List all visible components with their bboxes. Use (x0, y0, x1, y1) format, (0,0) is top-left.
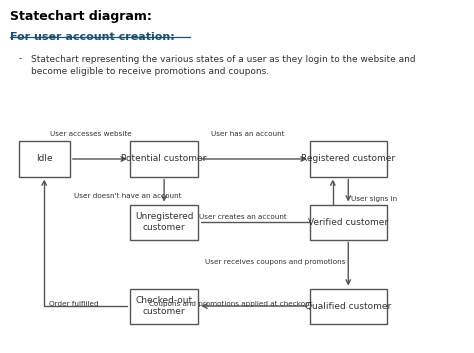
Text: For user account creation:: For user account creation: (10, 32, 175, 42)
Text: Potential customer: Potential customer (121, 155, 207, 163)
Text: Registered customer: Registered customer (301, 155, 395, 163)
FancyBboxPatch shape (310, 288, 387, 324)
Text: User receives coupons and promotions: User receives coupons and promotions (205, 259, 346, 265)
Text: Verified customer: Verified customer (308, 217, 388, 227)
Text: Order fulfilled: Order fulfilled (49, 301, 99, 307)
FancyBboxPatch shape (18, 142, 70, 176)
FancyBboxPatch shape (130, 142, 199, 176)
Text: User has an account: User has an account (211, 131, 284, 137)
Text: -: - (18, 55, 22, 64)
FancyBboxPatch shape (310, 204, 387, 240)
Text: User signs in: User signs in (351, 196, 398, 202)
FancyBboxPatch shape (130, 204, 199, 240)
Text: Checked-out
customer: Checked-out customer (136, 297, 192, 316)
Text: Coupons and promotions applied at checkout: Coupons and promotions applied at checko… (149, 301, 312, 307)
Text: Idle: Idle (36, 155, 53, 163)
Text: User creates an account: User creates an account (200, 214, 287, 220)
FancyBboxPatch shape (130, 288, 199, 324)
Text: User doesn't have an account: User doesn't have an account (74, 193, 182, 199)
Text: Statechart diagram:: Statechart diagram: (10, 10, 152, 23)
Text: Statechart representing the various states of a user as they login to the websit: Statechart representing the various stat… (31, 55, 416, 76)
Text: Qualified customer: Qualified customer (305, 301, 392, 311)
Text: User accesses website: User accesses website (50, 131, 132, 137)
Text: Unregistered
customer: Unregistered customer (135, 212, 193, 232)
FancyBboxPatch shape (310, 142, 387, 176)
